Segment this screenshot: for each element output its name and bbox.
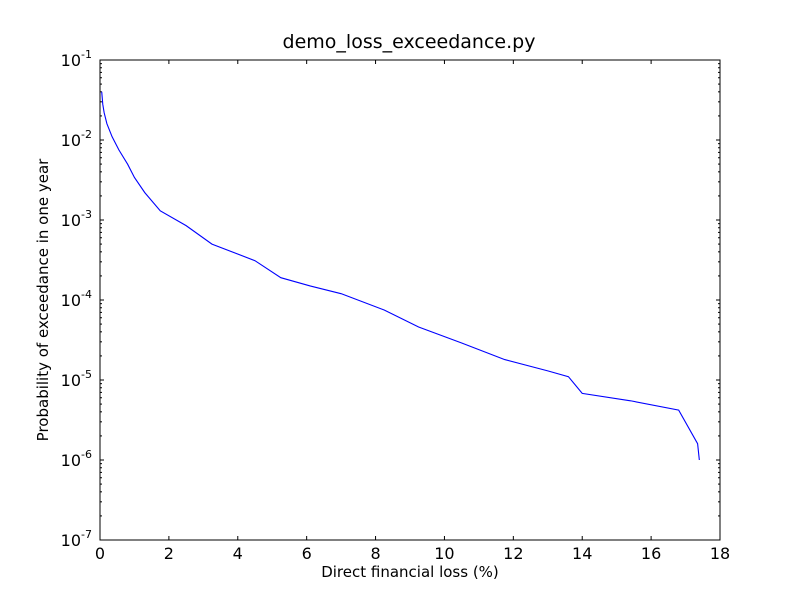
- y-tick-label-exponent: -5: [81, 368, 92, 381]
- x-axis-ticks: 0 2 4 6 8 10 12 14 16 18: [95, 60, 730, 563]
- y-tick-label-base: 10: [61, 131, 81, 150]
- y-tick-label-base: 10: [61, 371, 81, 390]
- y-tick-label: 10-1: [61, 48, 92, 70]
- y-tick-label-base: 10: [61, 531, 81, 550]
- y-tick-label-exponent: -2: [81, 128, 92, 141]
- y-axis-ticks: 10-710-610-510-410-310-210-1: [61, 48, 720, 550]
- x-tick-label: 2: [164, 544, 174, 563]
- x-tick-label: 16: [641, 544, 661, 563]
- x-tick-label: 12: [503, 544, 523, 563]
- y-axis-label: Probability of exceedance in one year: [34, 158, 52, 441]
- y-tick-label: 10-2: [61, 128, 92, 150]
- x-tick-label: 8: [370, 544, 380, 563]
- y-tick-label-base: 10: [61, 451, 81, 470]
- y-tick-label: 10-7: [61, 528, 92, 550]
- y-tick-label-exponent: -7: [81, 528, 92, 541]
- y-tick-label-exponent: -1: [81, 48, 92, 61]
- y-tick-label-exponent: -3: [81, 208, 92, 221]
- plot-frame: [99, 59, 721, 541]
- x-tick-label: 14: [572, 544, 592, 563]
- y-tick-label: 10-6: [61, 448, 92, 470]
- y-tick-label-exponent: -6: [81, 448, 92, 461]
- x-tick-label: 0: [95, 544, 105, 563]
- chart-title: demo_loss_exceedance.py: [283, 31, 536, 53]
- y-tick-label-exponent: -4: [81, 288, 92, 301]
- y-tick-label: 10-4: [61, 288, 92, 310]
- x-axis-label: Direct financial loss (%): [321, 563, 499, 581]
- y-tick-label-base: 10: [61, 51, 81, 70]
- x-tick-label: 6: [302, 544, 312, 563]
- y-tick-label-base: 10: [61, 291, 81, 310]
- y-tick-label: 10-5: [61, 368, 92, 390]
- x-tick-label: 18: [710, 544, 730, 563]
- y-tick-label: 10-3: [61, 208, 92, 230]
- x-tick-label: 10: [434, 544, 454, 563]
- x-tick-label: 4: [233, 544, 243, 563]
- series-line: [101, 91, 700, 461]
- y-tick-label-base: 10: [61, 211, 81, 230]
